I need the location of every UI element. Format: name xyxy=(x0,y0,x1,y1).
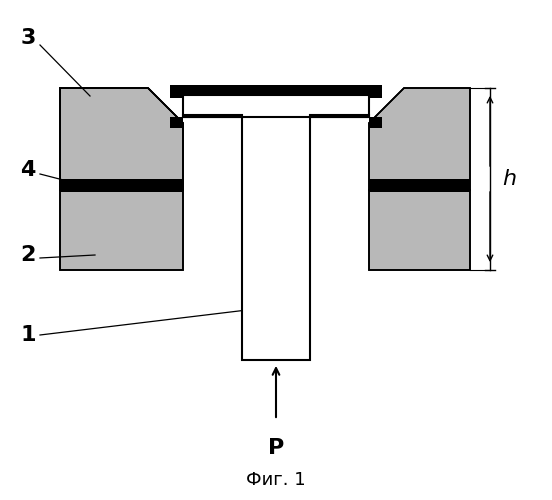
Bar xyxy=(170,117,183,128)
Bar xyxy=(170,85,382,98)
Bar xyxy=(60,179,183,192)
Bar xyxy=(369,117,382,128)
Bar xyxy=(183,115,242,117)
Polygon shape xyxy=(60,88,183,190)
Bar xyxy=(60,190,183,270)
Text: 2: 2 xyxy=(20,245,36,265)
Text: Фиг. 1: Фиг. 1 xyxy=(246,471,306,489)
Text: 4: 4 xyxy=(20,160,36,180)
Text: 1: 1 xyxy=(20,325,36,345)
Polygon shape xyxy=(369,88,470,190)
Bar xyxy=(369,179,470,192)
Text: h: h xyxy=(502,169,516,189)
Text: 3: 3 xyxy=(20,28,36,48)
Bar xyxy=(369,190,470,270)
Bar xyxy=(369,190,470,270)
Text: P: P xyxy=(268,438,284,458)
Bar xyxy=(242,115,310,360)
Bar xyxy=(183,95,369,117)
Bar xyxy=(60,190,183,270)
Bar xyxy=(310,115,369,117)
